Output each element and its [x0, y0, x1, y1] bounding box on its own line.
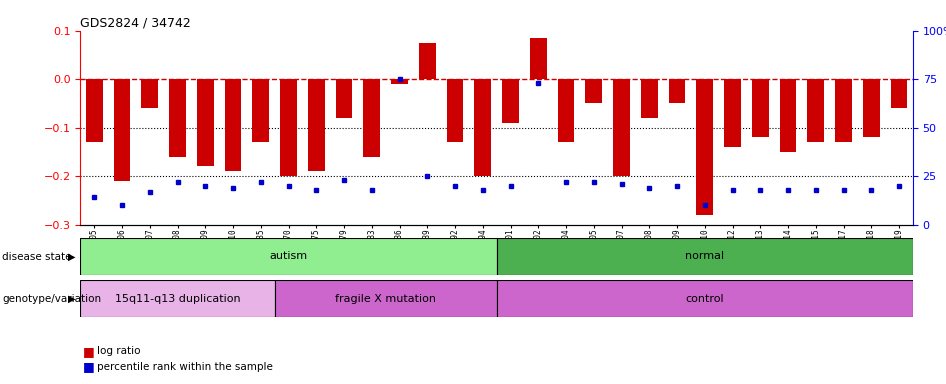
Bar [363, 79, 380, 157]
Bar [502, 79, 518, 123]
Bar [253, 79, 269, 142]
Bar [752, 79, 768, 137]
Bar [169, 79, 185, 157]
Text: normal: normal [685, 251, 725, 262]
Bar [142, 79, 158, 108]
Bar [497, 280, 913, 317]
Bar [86, 79, 102, 142]
Bar [696, 79, 713, 215]
Bar [780, 79, 797, 152]
Bar [114, 79, 131, 181]
Bar [891, 79, 907, 108]
Text: percentile rank within the sample: percentile rank within the sample [97, 362, 273, 372]
Bar [336, 79, 352, 118]
Text: GDS2824 / 34742: GDS2824 / 34742 [80, 17, 191, 30]
Bar [863, 79, 880, 137]
Text: fragile X mutation: fragile X mutation [335, 293, 436, 304]
Bar [392, 79, 408, 84]
Bar [225, 79, 241, 171]
Text: ■: ■ [83, 360, 95, 373]
Bar [586, 79, 602, 103]
Text: control: control [686, 293, 724, 304]
Bar [613, 79, 630, 176]
Bar [197, 79, 214, 167]
Text: 15q11-q13 duplication: 15q11-q13 duplication [114, 293, 240, 304]
Bar [280, 79, 297, 176]
Text: ▶: ▶ [68, 294, 76, 304]
Bar [274, 280, 497, 317]
Bar [80, 238, 497, 275]
Bar [669, 79, 685, 103]
Text: ■: ■ [83, 345, 95, 358]
Text: autism: autism [270, 251, 307, 262]
Bar [475, 79, 491, 176]
Text: genotype/variation: genotype/variation [2, 294, 101, 304]
Bar [419, 43, 435, 79]
Bar [497, 238, 913, 275]
Bar [808, 79, 824, 142]
Bar [558, 79, 574, 142]
Bar [641, 79, 657, 118]
Bar [725, 79, 741, 147]
Bar [308, 79, 324, 171]
Text: disease state: disease state [2, 252, 71, 262]
Bar [80, 280, 274, 317]
Bar [835, 79, 851, 142]
Bar [447, 79, 464, 142]
Text: log ratio: log ratio [97, 346, 141, 356]
Text: ▶: ▶ [68, 252, 76, 262]
Bar [530, 38, 547, 79]
